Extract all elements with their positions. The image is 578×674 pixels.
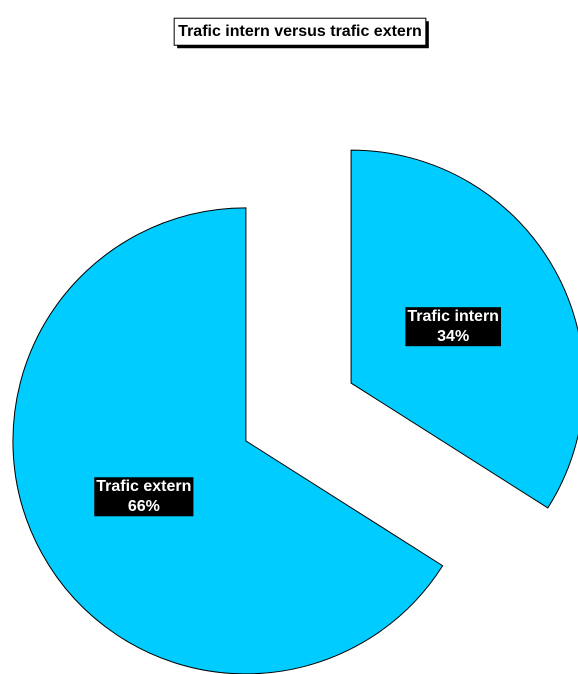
label-box [94, 477, 194, 517]
title-box [173, 17, 427, 46]
slice-value-label: 66% [128, 498, 160, 515]
slice-label: Trafic intern [407, 308, 499, 325]
slice-label: Trafic extern [96, 478, 191, 495]
slice-value-label: 34% [437, 328, 469, 345]
label-box [405, 307, 501, 347]
pie-slice [12, 207, 444, 674]
chart-title: Trafic intern versus trafic extern [178, 23, 422, 40]
